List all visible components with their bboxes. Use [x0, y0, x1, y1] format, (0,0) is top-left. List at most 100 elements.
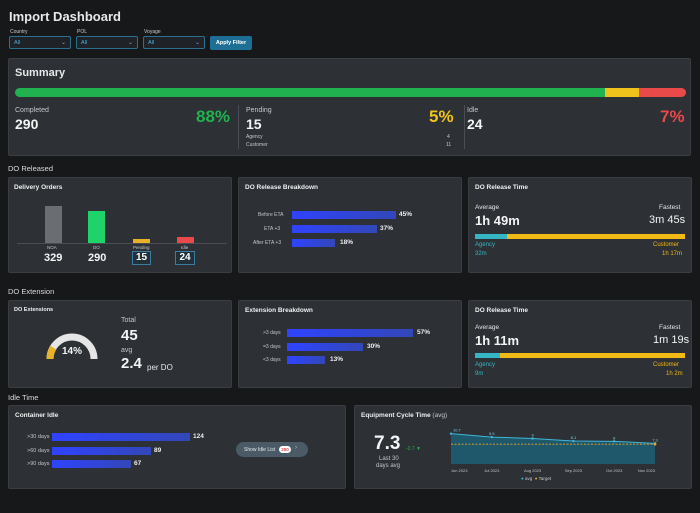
data-label: 7.3: [652, 437, 658, 442]
data-label: 9: [531, 433, 534, 438]
agency-segment: [475, 234, 507, 239]
chevron-down-icon: ⌄: [127, 40, 133, 46]
idle-percent: 7%: [660, 107, 685, 126]
panel-title: DO Extensions: [14, 307, 54, 313]
avg-point: [449, 432, 453, 435]
row-value: 57%: [417, 329, 431, 336]
voyage-select[interactable]: All ⌄: [143, 36, 205, 49]
customer-label: Customer: [653, 362, 680, 368]
fastest-label: Fastest: [659, 324, 681, 331]
bar-label: Idle: [181, 245, 189, 250]
agency-value: 4: [447, 134, 450, 140]
row-label: <3 days: [263, 357, 281, 363]
completed-percent: 88%: [196, 107, 231, 126]
cycle-caption-line1: Last 30: [379, 456, 399, 462]
section-idle-time: Idle Time: [8, 393, 39, 402]
progress-idle: [639, 88, 686, 97]
breakdown-bar: [287, 356, 325, 364]
cycle-time-delta: -0.7 ▼: [406, 446, 421, 452]
row-label: >30 days: [27, 434, 50, 440]
average-label: Average: [475, 324, 500, 331]
divider: [464, 105, 465, 149]
legend-dot-icon: ●: [534, 476, 538, 481]
summary-progress-bar: [15, 88, 686, 97]
total-value: 45: [121, 327, 138, 344]
agency-value: 9m: [475, 371, 484, 377]
x-tick-label: Jun 2023: [451, 468, 468, 473]
panel-title: Extension Breakdown: [245, 307, 313, 314]
chevron-right-icon: ›: [295, 445, 297, 451]
panel-title: Container Idle: [15, 412, 59, 419]
row-value: 124: [193, 433, 204, 440]
progress-pending: [605, 88, 640, 97]
row-value: 67: [134, 460, 142, 467]
do-release-breakdown-panel: DO Release Breakdown Before ETA 45% ETA …: [238, 177, 462, 273]
panel-title: DO Release Breakdown: [245, 184, 318, 191]
fastest-label: Fastest: [659, 204, 681, 211]
summary-title: Summary: [15, 67, 66, 79]
chevron-down-icon: ⌄: [60, 40, 66, 46]
breakdown-bar: [292, 239, 335, 247]
container-idle-panel: Container Idle >30 days 124 >60 days 89 …: [8, 405, 346, 489]
idle-bar: [52, 433, 190, 441]
row-label: After ETA +3: [253, 240, 282, 246]
agency-label: Agency: [246, 134, 263, 140]
customer-label: Customer: [246, 142, 268, 148]
fastest-value: 1m 19s: [653, 334, 690, 346]
row-label: =3 days: [263, 344, 281, 350]
divider: [238, 105, 239, 149]
chevron-down-icon: ⌄: [194, 40, 200, 46]
row-value: 37%: [380, 225, 394, 232]
data-label: 10.7: [453, 428, 462, 433]
bar-label: DO: [93, 245, 100, 250]
average-value: 1h 49m: [475, 213, 520, 228]
chart-legend: ● avg ● Target: [521, 476, 552, 481]
summary-panel: Summary Completed 290 88% Pending 15 5% …: [8, 58, 691, 156]
cycle-time-value: 7.3: [374, 433, 401, 454]
pending-count-badge[interactable]: 15: [132, 251, 151, 265]
avg-point: [531, 437, 534, 440]
target-point: [653, 442, 657, 446]
panel-title: DO Release Time: [475, 307, 528, 314]
breakdown-bar: [292, 211, 396, 219]
fastest-value: 3m 45s: [649, 214, 686, 226]
breakdown-bar: [287, 343, 363, 351]
row-label: Before ETA: [258, 212, 284, 218]
gauge-value: 14%: [62, 346, 83, 357]
pending-label: Pending: [246, 107, 272, 114]
customer-value: 1h 17m: [662, 251, 683, 257]
avg-line: [450, 433, 656, 444]
idle-count-badge: 280: [279, 446, 291, 453]
avg-point: [572, 439, 575, 443]
baseline: [17, 243, 227, 244]
row-label: >3 days: [263, 330, 281, 336]
do-value: 290: [88, 252, 107, 264]
do-extension-release-time-panel: DO Release Time Average 1h 11m Fastest 1…: [468, 300, 692, 388]
show-idle-list-button[interactable]: Show Idle List 280 ›: [236, 442, 308, 457]
idle-bar: [52, 460, 131, 468]
row-value: 13%: [330, 356, 344, 363]
x-tick-label: Sep 2023: [565, 468, 583, 473]
x-tick-label: Oct 2023: [606, 468, 623, 473]
gauge-fill: [46, 345, 57, 360]
cycle-time-chart: 10.7 9.5 9 8.1 8 7.3 Jun 2023 Jul 2023 Aug 2023 S…: [449, 428, 659, 473]
country-label: Country: [10, 29, 28, 35]
pol-select[interactable]: All ⌄: [76, 36, 138, 49]
release-time-bar: [475, 353, 685, 358]
agency-segment: [475, 353, 501, 358]
bar-label: Pending: [133, 245, 150, 250]
row-value: 30%: [367, 343, 381, 350]
avg-value: 2.4: [121, 355, 142, 372]
completed-value: 290: [15, 116, 39, 132]
country-select[interactable]: All ⌄: [9, 36, 71, 49]
apply-filter-button[interactable]: Apply Filter: [210, 36, 252, 50]
bar-do: [88, 211, 105, 243]
pending-value: 15: [246, 116, 262, 132]
panel-title: DO Release Time: [475, 184, 528, 191]
idle-label: Idle: [467, 107, 479, 114]
customer-label: Customer: [653, 242, 680, 248]
total-label: Total: [121, 317, 136, 324]
data-label: 8: [613, 435, 616, 440]
idle-count-badge[interactable]: 24: [175, 251, 195, 265]
completed-label: Completed: [15, 107, 49, 114]
